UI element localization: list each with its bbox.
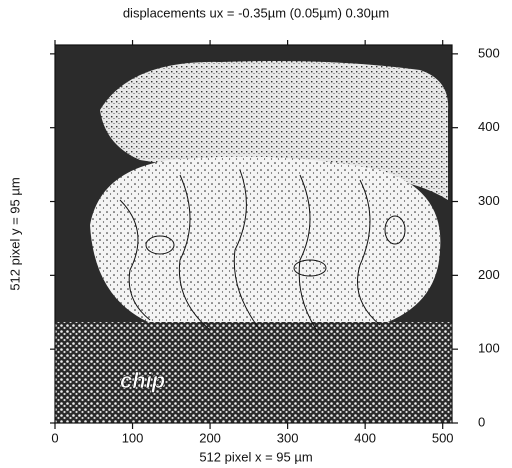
y-tick-label: 100 — [478, 341, 500, 356]
y-axis-label: 512 pixel y = 95 µm — [7, 177, 22, 290]
micrograph: chip — [55, 45, 452, 423]
x-axis-label: 512 pixel x = 95 µm — [199, 449, 312, 464]
chip-blob — [90, 157, 440, 337]
annotation: chip — [120, 368, 165, 393]
x-tick-label: 100 — [122, 430, 144, 445]
chart-title: displacements ux = -0.35µm (0.05µm) 0.30… — [123, 5, 389, 20]
x-tick-label: 500 — [432, 430, 454, 445]
x-tick-label: 0 — [51, 430, 58, 445]
y-tick-label: 400 — [478, 119, 500, 134]
x-tick-label: 400 — [354, 430, 376, 445]
y-tick-label: 200 — [478, 267, 500, 282]
y-tick-label: 0 — [478, 414, 485, 429]
chart: displacements ux = -0.35µm (0.05µm) 0.30… — [0, 0, 512, 468]
x-tick-label: 300 — [277, 430, 299, 445]
y-tick-label: 300 — [478, 193, 500, 208]
x-tick-label: 200 — [199, 430, 221, 445]
y-tick-label: 500 — [478, 45, 500, 60]
chip-lower-region — [55, 322, 452, 423]
